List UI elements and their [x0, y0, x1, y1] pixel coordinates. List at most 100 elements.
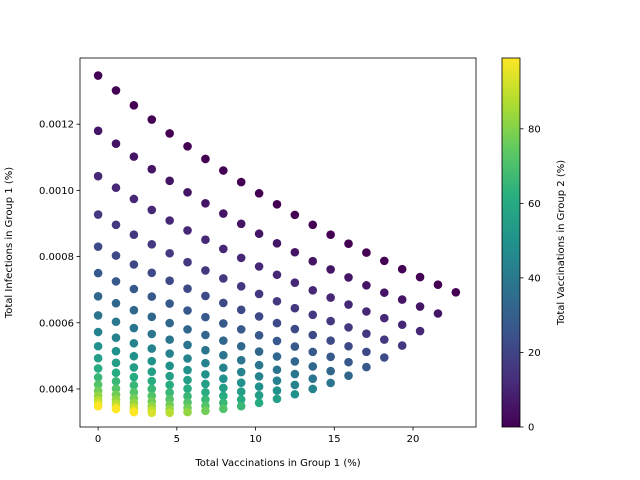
scatter-point: [201, 395, 210, 404]
scatter-point: [201, 291, 210, 301]
scatter-point: [147, 268, 157, 278]
colorbar-tick-label: 20: [528, 348, 541, 359]
y-tick-label: 0.0010: [39, 186, 74, 197]
scatter-point: [201, 198, 210, 208]
scatter-point: [326, 378, 335, 388]
scatter-point: [183, 325, 192, 334]
scatter-point: [344, 341, 353, 351]
scatter-point: [415, 302, 425, 311]
scatter-point: [397, 320, 407, 330]
scatter-point: [219, 391, 228, 401]
scatter-point: [147, 312, 157, 322]
scatter-point: [344, 273, 353, 282]
scatter-point: [201, 330, 210, 340]
scatter-point: [183, 142, 192, 151]
scatter-point: [362, 362, 371, 372]
scatter-point: [183, 384, 192, 393]
scatter-point: [183, 375, 192, 385]
scatter-point: [290, 247, 300, 257]
scatter-point: [165, 176, 174, 186]
scatter-point: [397, 341, 407, 350]
scatter-point: [219, 404, 228, 414]
scatter-point: [290, 303, 300, 313]
scatter-point: [362, 281, 371, 290]
scatter-point: [219, 244, 228, 254]
scatter-point: [183, 257, 192, 267]
scatter-point: [111, 220, 121, 230]
scatter-point: [165, 349, 174, 358]
scatter-point: [344, 323, 353, 332]
scatter-point: [183, 188, 192, 197]
scatter-point: [415, 272, 425, 282]
scatter-point: [397, 295, 407, 304]
scatter-point: [165, 371, 174, 381]
scatter-point: [93, 401, 103, 411]
scatter-point: [219, 374, 228, 383]
scatter-point: [236, 177, 246, 187]
scatter-point: [111, 358, 121, 368]
scatter-point: [236, 395, 246, 404]
scatter-point: [236, 282, 246, 291]
scatter-point: [93, 341, 103, 351]
scatter-point: [165, 408, 174, 418]
scatter-point: [236, 253, 246, 263]
scatter-point: [111, 384, 121, 393]
scatter-point: [147, 164, 157, 174]
y-axis-label: Total Infections in Group 1 (%): [4, 167, 15, 319]
scatter-point: [129, 260, 139, 269]
scatter-point: [308, 286, 318, 295]
scatter-point: [183, 391, 192, 401]
scatter-point: [308, 220, 318, 230]
scatter-point: [308, 330, 318, 340]
scatter-point: [254, 360, 264, 370]
scatter-point: [129, 381, 139, 390]
scatter-point: [344, 239, 353, 248]
scatter-point: [183, 226, 192, 235]
scatter-point: [380, 353, 389, 362]
scatter-point: [397, 264, 407, 274]
scatter-point: [344, 300, 353, 309]
scatter-point: [219, 363, 228, 373]
scatter-point: [93, 268, 103, 278]
scatter-point: [93, 291, 103, 301]
scatter-point: [236, 325, 246, 334]
scatter-point: [272, 386, 282, 395]
scatter-point: [111, 368, 121, 378]
scatter-point: [326, 336, 335, 345]
scatter-point: [326, 352, 335, 362]
scatter-point: [326, 316, 335, 326]
scatter-point: [308, 362, 318, 371]
plot-frame: [79, 57, 477, 428]
scatter-point: [290, 380, 300, 390]
scatter-point: [201, 387, 210, 397]
scatter-point: [183, 354, 192, 363]
scatter-point: [290, 369, 300, 379]
scatter-points: [93, 71, 461, 418]
scatter-point: [415, 326, 425, 336]
scatter-point: [236, 341, 246, 351]
scatter-point: [201, 406, 210, 416]
scatter-point: [254, 382, 264, 391]
scatter-point: [147, 292, 157, 301]
scatter-point: [183, 306, 192, 315]
scatter-point: [147, 115, 157, 124]
scatter-point: [380, 313, 389, 323]
scatter-point: [111, 377, 121, 386]
scatter-point: [362, 307, 371, 316]
scatter-point: [147, 408, 157, 418]
scatter-point: [147, 356, 157, 366]
x-axis-label: Total Vaccinations in Group 1 (%): [194, 458, 360, 469]
scatter-point: [290, 324, 300, 334]
scatter-point: [93, 380, 103, 389]
scatter-point: [129, 387, 139, 397]
scatter-point: [362, 248, 371, 257]
scatter-point: [165, 299, 174, 308]
scatter-point: [219, 350, 228, 360]
scatter-point: [380, 256, 389, 266]
scatter-point: [254, 262, 264, 271]
x-tick-label: 20: [407, 434, 420, 445]
x-axis-ticks: 0 5 10 15 20: [95, 427, 419, 445]
scatter-point: [219, 298, 228, 308]
scatter-point: [236, 355, 246, 365]
